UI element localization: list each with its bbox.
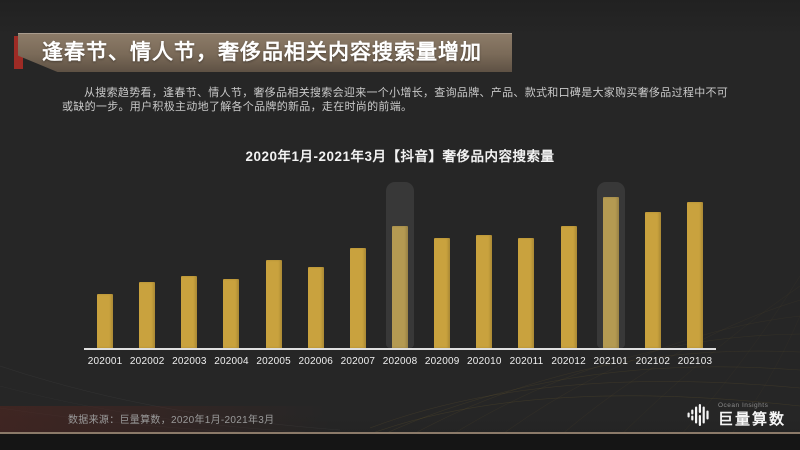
bar-column	[674, 184, 716, 348]
bar-column	[253, 184, 295, 348]
logo-brand-zh: 巨量算数	[717, 410, 786, 428]
x-axis-label: 202004	[214, 356, 249, 367]
bar-column	[632, 184, 674, 348]
x-axis-label: 202006	[298, 356, 334, 367]
x-axis-label: 202012	[551, 356, 586, 367]
bar-column	[590, 182, 632, 348]
bar-column	[84, 184, 126, 348]
bar-column	[295, 184, 337, 348]
bar	[349, 248, 366, 348]
bar-column	[168, 184, 210, 348]
x-axis-label: 202009	[424, 356, 460, 367]
chart-title: 2020年1月-2021年3月【抖音】奢侈品内容搜索量	[245, 149, 555, 164]
source-red-tint	[0, 406, 330, 432]
logo-text: Ocean Insights 巨量算数	[718, 403, 786, 427]
title-banner: 逢春节、情人节，奢侈品相关内容搜索量增加	[18, 33, 512, 72]
bar-column	[210, 184, 252, 348]
x-axis-label: 202005	[256, 356, 291, 367]
bar-column	[379, 182, 421, 348]
bar	[181, 276, 198, 348]
bar	[644, 212, 661, 348]
x-axis: 202001 202002 202003 202004 202005 202006 2020…	[84, 356, 716, 367]
chart-plot-area	[84, 182, 716, 350]
bar	[392, 226, 409, 348]
bar-column	[463, 184, 505, 348]
page-title: 逢春节、情人节，奢侈品相关内容搜索量增加	[42, 41, 482, 64]
ocean-insights-logo: Ocean Insights 巨量算数	[686, 402, 786, 428]
bar-column	[505, 184, 547, 348]
bar	[265, 260, 282, 348]
bar	[434, 238, 451, 348]
logo-brand-en: Ocean Insights	[717, 402, 769, 410]
bar	[602, 197, 619, 348]
bar	[476, 235, 493, 348]
bar	[97, 294, 114, 348]
x-axis-label: 202102	[635, 356, 671, 367]
bar-column	[421, 184, 463, 348]
bar	[518, 238, 535, 348]
x-axis-label: 202101	[593, 356, 629, 367]
ocean-insights-logo-icon	[687, 404, 709, 426]
bar	[560, 226, 577, 348]
x-axis-label: 202011	[509, 356, 544, 367]
x-axis-label: 202001	[87, 356, 123, 367]
body-paragraph: 从搜索趋势看，逢春节、情人节，奢侈品相关搜索会迎来一个小增长，查询品牌、产品、款…	[62, 87, 729, 113]
bar-column	[126, 184, 168, 348]
bar-column	[548, 184, 590, 348]
footer-strip	[0, 434, 800, 450]
bar-chart: 2020年1月-2021年3月【抖音】奢侈品内容搜索量 202001 202002…	[84, 145, 716, 367]
x-axis-label: 202003	[172, 356, 207, 367]
data-source-note: 数据来源：巨量算数，2020年1月-2021年3月	[68, 415, 275, 426]
x-axis-label: 202010	[467, 356, 502, 367]
bar	[223, 279, 240, 348]
bar	[307, 267, 324, 348]
x-axis-label: 202007	[340, 356, 376, 367]
x-axis-label: 202008	[382, 356, 418, 367]
bar	[139, 282, 156, 348]
footer-divider	[0, 432, 800, 434]
bar-column	[337, 184, 379, 348]
x-axis-label: 202002	[129, 356, 165, 367]
x-axis-label: 202103	[677, 356, 713, 367]
bar	[687, 202, 704, 348]
